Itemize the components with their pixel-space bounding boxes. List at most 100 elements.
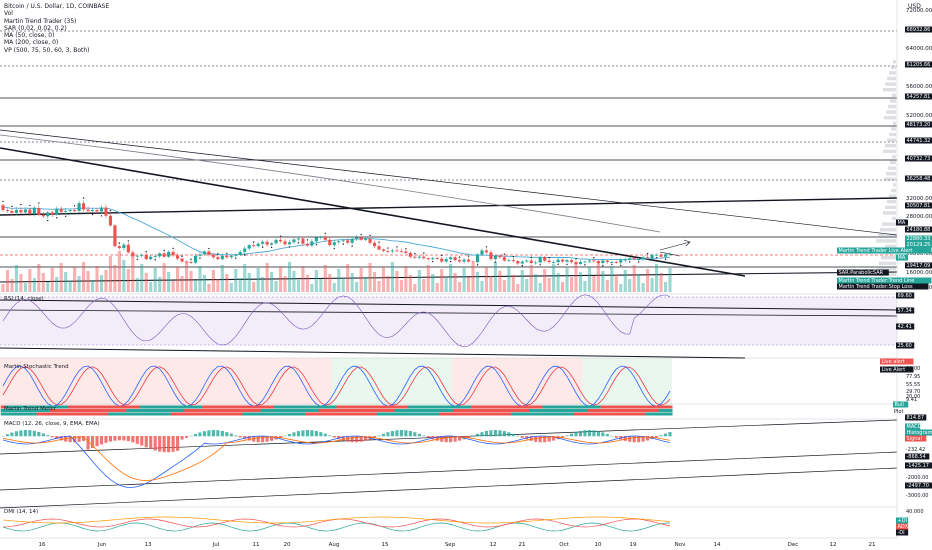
meter-cell — [555, 409, 561, 412]
candle-body — [19, 210, 23, 213]
meter-cell — [439, 405, 445, 409]
volume-bar — [350, 273, 354, 292]
meter-cell — [305, 405, 310, 409]
macd-histogram-bar — [341, 436, 345, 441]
volume-bar — [489, 276, 493, 292]
volume-bar — [332, 283, 336, 292]
meter-cell — [202, 405, 207, 409]
stoch-title[interactable]: Martin Stochastic Trend — [4, 364, 69, 370]
meter-cell — [139, 405, 145, 409]
volume-bar — [86, 271, 90, 292]
volume-bar — [283, 276, 287, 292]
meter-cell — [112, 409, 118, 412]
volume-bar — [529, 265, 533, 292]
volume-bar — [193, 280, 198, 292]
time-tick-label: 11 — [253, 542, 260, 548]
meter-cell — [161, 412, 167, 416]
legend-item[interactable]: VP (500, 75, 50, 60, 3, Both) — [4, 46, 90, 54]
macd-histogram-bar — [538, 436, 542, 443]
macd-histogram-bar — [480, 432, 484, 437]
volume-profile-bar — [888, 104, 896, 109]
volume-bar — [158, 277, 162, 292]
macd-histogram-bar — [99, 436, 104, 445]
meter-cell — [291, 412, 297, 416]
meter-cell — [470, 409, 476, 412]
volume-bar — [462, 268, 466, 292]
legend-item[interactable]: MA (200, close, 0) — [4, 39, 59, 47]
meter-cell — [166, 405, 172, 409]
meter-cell — [327, 409, 333, 412]
volume-bar — [413, 284, 417, 292]
dmi-title[interactable]: DMI (14, 14) — [4, 509, 39, 515]
meter-cell — [211, 405, 216, 409]
rsi-title[interactable]: RSI (14, close) — [4, 296, 44, 302]
meter-cell — [135, 409, 140, 412]
meter-cell — [67, 409, 73, 412]
volume-profile-bar — [876, 239, 896, 243]
candle-body — [55, 209, 59, 215]
volume-bar — [252, 282, 256, 292]
meter-cell — [18, 409, 24, 412]
legend-item[interactable]: Vol — [4, 10, 13, 18]
sar-dot — [494, 261, 497, 263]
meter-cell — [667, 405, 673, 409]
macd-label-bg — [905, 482, 932, 489]
meter-cell — [63, 405, 69, 409]
legend-item[interactable]: Martin Trend Trader (35) — [4, 17, 77, 25]
price-tick-label: 64000.00 — [906, 46, 932, 52]
macd-histogram-bar — [211, 430, 215, 437]
candle-body — [305, 243, 309, 246]
volume-profile-bar — [887, 76, 896, 81]
meter-cell — [452, 409, 458, 412]
meter-cell — [461, 405, 467, 409]
sar-dot — [360, 233, 362, 236]
meter-cell — [658, 412, 664, 416]
time-axis[interactable]: 16 Jun 13 Jul 11 20 Aug 15 Sep 12 21 Oct 10 19 Nov 14 De… — [39, 542, 876, 548]
meter-cell — [269, 409, 275, 412]
sar-dot — [575, 258, 577, 260]
macd-histogram-bar — [108, 436, 113, 442]
macd-histogram-bar — [216, 430, 220, 437]
volume-profile-bar — [885, 244, 896, 249]
legend-item[interactable]: SAR (0.02, 0.02, 0.2) — [4, 24, 67, 32]
meter-cell — [148, 405, 154, 409]
sar-dot — [38, 202, 40, 204]
macd-histogram-bar — [104, 436, 108, 443]
volume-profile-bar — [890, 160, 896, 165]
meter-cell — [461, 412, 467, 416]
volume-bar — [502, 280, 506, 292]
meter-cell — [282, 405, 288, 409]
dmi-label: -DI — [898, 530, 905, 536]
meter-cell — [609, 405, 615, 409]
meter-cell — [27, 409, 33, 412]
sar-dot — [557, 263, 559, 266]
candle-body — [663, 254, 668, 257]
symbol-title[interactable]: Bitcoin / U.S. Dollar, 1D, COINBASE — [4, 3, 110, 10]
macd-histogram-bar — [408, 431, 412, 437]
meter-cell — [354, 412, 360, 416]
price-tick-label: 28000.00 — [906, 214, 932, 220]
macd-histogram-bar — [278, 436, 283, 438]
macd-histogram-bar — [435, 436, 439, 441]
meter-title[interactable]: Martin Trend Meter — [4, 406, 57, 412]
dmi-label-bg — [896, 529, 909, 536]
meter-cell — [622, 412, 628, 416]
meter-cell — [41, 412, 46, 416]
price-label-bg — [905, 26, 932, 33]
volume-bar — [202, 275, 207, 292]
meter-cell — [614, 405, 619, 409]
volume-bar — [520, 270, 524, 292]
meter-cell — [605, 405, 610, 409]
macd-title[interactable]: MACD (12, 26, close, 9, EMA, EMA) — [4, 421, 100, 427]
legend-item[interactable]: MA (50, close, 0) — [4, 32, 55, 40]
meter-cell — [9, 409, 15, 412]
volume-bar — [659, 273, 663, 292]
macd-label-bg — [905, 435, 927, 442]
candle-body — [381, 249, 386, 251]
volume-bar — [511, 275, 515, 292]
meter-cell — [0, 405, 6, 409]
meter-cell — [587, 405, 592, 409]
meter-cell — [631, 412, 637, 416]
candle-body — [229, 255, 233, 258]
